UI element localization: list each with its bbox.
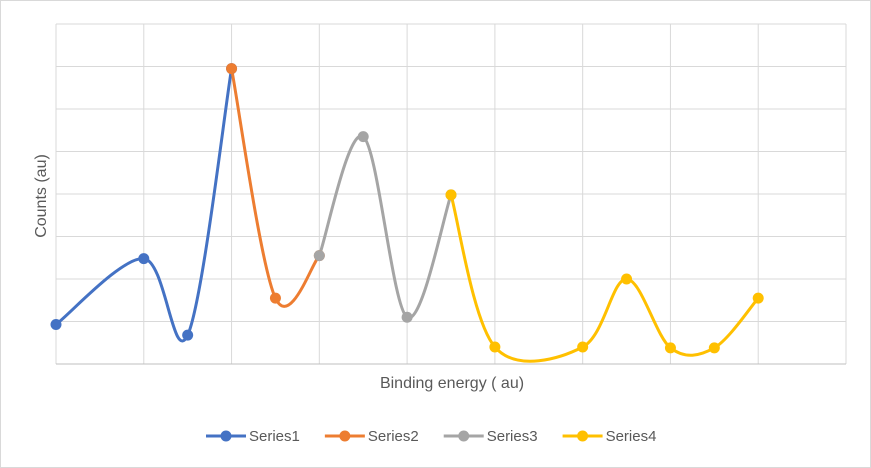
x-axis-title: Binding energy ( au) — [380, 375, 524, 392]
data-point — [313, 250, 325, 262]
legend-label-2: Series2 — [368, 428, 419, 445]
data-point — [752, 292, 764, 304]
legend-label-3: Series3 — [487, 428, 538, 445]
series-markers — [50, 63, 764, 354]
legend-label-4: Series4 — [606, 428, 657, 445]
legend-label-1: Series1 — [249, 428, 300, 445]
data-point — [226, 63, 238, 75]
data-point — [577, 341, 589, 353]
data-point — [445, 189, 457, 201]
series-line-3 — [317, 134, 453, 319]
series-line-1 — [54, 67, 234, 343]
data-point — [708, 342, 720, 354]
data-point — [182, 329, 194, 341]
data-point — [138, 253, 150, 265]
data-point — [489, 341, 501, 353]
data-point — [664, 342, 676, 354]
legend-marker-3 — [458, 430, 470, 442]
legend-marker-1 — [220, 430, 232, 442]
legend-marker-2 — [339, 430, 351, 442]
legend: Series1 Series2 Series3 Series4 — [206, 428, 656, 445]
gridlines — [55, 23, 847, 365]
data-point — [357, 131, 369, 143]
series-line-2 — [230, 67, 321, 308]
data-point — [269, 292, 281, 304]
data-point — [50, 318, 62, 330]
data-point — [621, 273, 633, 285]
legend-marker-4 — [577, 430, 589, 442]
series-line-4 — [449, 193, 760, 363]
data-point — [401, 311, 413, 323]
y-axis-title: Counts (au) — [33, 154, 50, 238]
